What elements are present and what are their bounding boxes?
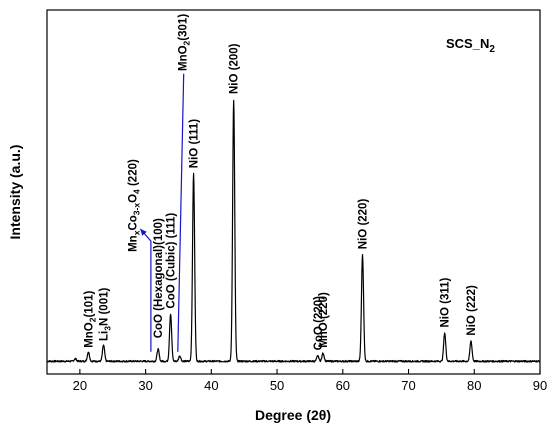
peak-label-part: 4 <box>132 189 142 194</box>
plot-frame <box>46 9 541 375</box>
peak-label-part: Li <box>99 331 111 341</box>
peak-label-part: CoO (220) <box>313 296 325 350</box>
peak-label-part: 3 <box>103 326 113 331</box>
x-tick-label: 80 <box>467 378 481 393</box>
peak-label: MnxCo3-xO4 (220) <box>128 159 142 252</box>
peak-annotations: MnO2(101)Li3N (001) CoO (Hexagonal)(100) C… <box>83 14 478 351</box>
annotation-arrow-line <box>177 73 185 352</box>
peak-label-part: MnO <box>83 322 95 348</box>
peak-label-part: 2 <box>181 40 191 45</box>
peak-label-part: O <box>128 194 140 203</box>
peak-label-part: (301) <box>177 14 189 41</box>
arrow-head <box>140 228 147 236</box>
peak-label-part: x <box>132 230 142 235</box>
sample-label-sub: 2 <box>489 44 495 55</box>
peak-label-part: MnO <box>177 45 189 71</box>
x-tick-label: 30 <box>138 378 152 393</box>
x-tick-label: 70 <box>401 378 415 393</box>
peak-label: Li3N (001) <box>99 288 113 341</box>
peak-label-part: 2 <box>87 317 97 322</box>
x-tick-labels: 20 30 40 50 60 70 80 90 <box>73 378 548 393</box>
peak-label-part: NiO (311) <box>440 277 452 327</box>
peak-label-part: (101) <box>83 290 95 317</box>
peak-label-part: Mn <box>128 235 140 252</box>
x-tick-label: 50 <box>270 378 284 393</box>
x-axis-title: Degree (2θ) <box>255 407 331 423</box>
xrd-spectrum-line <box>46 99 541 363</box>
x-tick-label: 40 <box>204 378 218 393</box>
sample-label-main: SCS_N <box>446 36 489 51</box>
peak-label: CoO (220) <box>313 296 325 350</box>
peak-label: CoO (Cubic) (111) <box>166 213 178 309</box>
x-tick-label: 60 <box>336 378 350 393</box>
peak-label: NiO (220) <box>358 199 370 250</box>
sample-label: SCS_N2 <box>446 36 495 55</box>
peak-label-part: NiO (220) <box>358 199 370 250</box>
peak-label: NiO (111) <box>189 119 201 168</box>
peak-label-part: MnO (220) <box>318 292 330 348</box>
peak-label: MnO2(301) <box>177 14 191 71</box>
x-tick-label: 90 <box>533 378 547 393</box>
peak-label-part: NiO (200) <box>229 43 241 94</box>
peak-label-part: NiO (111) <box>189 119 201 168</box>
peak-label-part: 3-x <box>132 203 142 216</box>
peak-label: NiO (222) <box>466 285 478 336</box>
peak-label: NiO (200) <box>229 43 241 94</box>
peak-label-part: NiO (222) <box>466 285 478 336</box>
x-ticks <box>79 369 541 374</box>
peak-label: NiO (311) <box>440 277 452 327</box>
annotation-arrows <box>139 73 185 352</box>
peak-label: CoO (Hexagonal)(100) <box>153 218 165 338</box>
peak-label: MnO (220) <box>318 292 330 348</box>
peak-label-part: CoO (Cubic) (111) <box>166 213 178 309</box>
y-axis-title: Intensity (a.u.) <box>7 145 23 240</box>
peak-label-part: Co <box>128 215 140 230</box>
annotation-arrow-line <box>139 228 152 352</box>
peak-label-part: CoO (Hexagonal)(100) <box>153 218 165 338</box>
x-tick-label: 20 <box>73 378 87 393</box>
peak-label: MnO2(101) <box>83 290 97 347</box>
peak-label-part: N (001) <box>99 288 111 327</box>
peak-label-part: (220) <box>128 159 140 189</box>
